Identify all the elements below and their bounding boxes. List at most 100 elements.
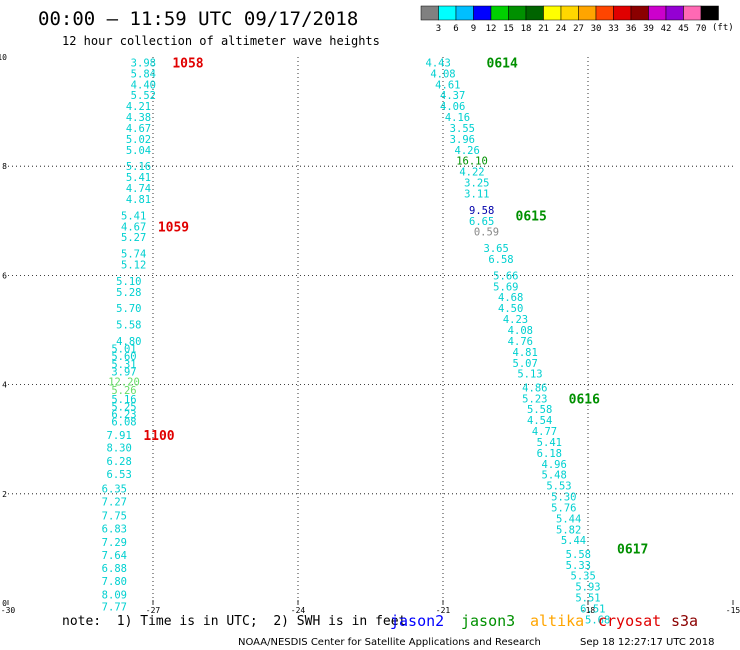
color-scale-label: 33 xyxy=(608,24,619,34)
color-scale-swatch xyxy=(490,5,509,21)
color-scale-label: 9 xyxy=(471,24,476,34)
wave-height-value: 4.21 xyxy=(126,101,151,113)
color-scale-swatch xyxy=(508,5,527,21)
wave-height-value: 3.65 xyxy=(484,243,509,255)
wave-height-value: 8.30 xyxy=(107,442,132,454)
wave-height-value: 4.67 xyxy=(121,221,146,233)
wave-height-value: 5.58 xyxy=(116,320,141,332)
wave-height-value: 4.08 xyxy=(430,68,455,80)
wave-height-value: 6.53 xyxy=(107,469,132,481)
satellite-name: jason2 xyxy=(390,612,444,630)
wave-height-value: 5.41 xyxy=(537,437,562,449)
wave-height-value: 5.10 xyxy=(116,276,141,288)
wave-height-value: 4.76 xyxy=(508,336,533,348)
wave-height-value: 3.25 xyxy=(464,178,489,190)
wave-height-value: 5.68 xyxy=(585,614,610,626)
wave-height-value: 5.35 xyxy=(571,571,596,583)
color-scale-label: 18 xyxy=(521,24,532,34)
color-scale-legend: 3 6 9 12 15 18 21 24 27 30 33 36 39 42 45 70 xyxy=(420,5,719,34)
wave-height-value: 4.67 xyxy=(126,123,151,135)
wave-height-value: 4.68 xyxy=(498,292,523,304)
color-scale-label: 42 xyxy=(661,24,672,34)
wave-height-value: 6.35 xyxy=(102,483,127,495)
color-scale-label: 45 xyxy=(678,24,689,34)
wave-height-value: 5.23 xyxy=(522,393,547,405)
wave-height-value: 4.23 xyxy=(503,314,528,326)
x-tick-label: -27 xyxy=(146,606,161,615)
color-scale-swatch xyxy=(595,5,614,21)
wave-height-value: 4.81 xyxy=(126,194,151,206)
x-tick-label: -24 xyxy=(291,606,306,615)
chart-subtitle: 12 hour collection of altimeter wave hei… xyxy=(62,34,380,48)
wave-height-value: 5.74 xyxy=(121,249,146,261)
wave-height-value: 5.66 xyxy=(493,270,518,282)
wave-height-value: 5.52 xyxy=(131,90,156,102)
wave-height-value: 6.51 xyxy=(580,603,605,615)
wave-height-value: 5.16 xyxy=(126,161,151,173)
wave-height-value: 5.30 xyxy=(551,492,576,504)
plot-axes: -30 -27 -24 -21 -18 -15 0 2 4 6 8 10 xyxy=(0,53,740,615)
wave-height-value: 5.26 xyxy=(111,385,136,397)
y-tick-label: 4 xyxy=(2,381,7,390)
wave-height-value: 4.22 xyxy=(459,167,484,179)
wave-height-value: 0.59 xyxy=(474,227,499,239)
wave-height-value: 7.91 xyxy=(107,430,132,442)
wave-height-value: 4.61 xyxy=(435,79,460,91)
wave-height-value: 6.18 xyxy=(537,448,562,460)
wave-height-value: 3.98 xyxy=(131,57,156,69)
color-scale-swatch xyxy=(455,5,474,21)
wave-height-value: 8.09 xyxy=(102,589,127,601)
color-scale-swatch xyxy=(525,5,544,21)
wave-height-value: 4.74 xyxy=(126,183,151,195)
time-label: 0615 xyxy=(516,209,547,224)
wave-height-value: 6.88 xyxy=(102,563,127,575)
wave-height-value: 6.23 xyxy=(111,409,136,421)
wave-height-value: 6.08 xyxy=(111,417,136,429)
color-scale-label: 36 xyxy=(626,24,637,34)
y-tick-label: 8 xyxy=(2,162,7,171)
wave-height-value: 5.02 xyxy=(126,134,151,146)
y-tick-label: 2 xyxy=(2,490,7,499)
time-label: 0614 xyxy=(487,56,518,71)
wave-height-value: 4.06 xyxy=(440,101,465,113)
wave-height-value: 5.07 xyxy=(513,358,538,370)
wave-height-value: 5.70 xyxy=(116,303,141,315)
wave-height-value: 5.44 xyxy=(556,513,581,525)
wave-height-value: 4.81 xyxy=(513,347,538,359)
wave-height-value: 5.13 xyxy=(517,369,542,381)
satellite-name: s3a xyxy=(671,612,698,630)
wave-height-value: 5.04 xyxy=(126,145,151,157)
color-scale-unit: (ft) xyxy=(712,23,734,33)
wave-height-value: 5.12 xyxy=(121,259,146,271)
wave-height-value: 3.11 xyxy=(464,189,489,201)
wave-height-value: 5.27 xyxy=(121,232,146,244)
x-tick-label: -30 xyxy=(1,606,16,615)
wave-height-value: 5.48 xyxy=(542,470,567,482)
wave-height-value: 4.16 xyxy=(445,112,470,124)
color-scale-label: 12 xyxy=(486,24,497,34)
color-scale-label: 39 xyxy=(643,24,654,34)
wave-height-value: 3.97 xyxy=(111,366,136,378)
color-scale-swatch xyxy=(613,5,632,21)
data-points: 3.985.844.405.524.214.384.675.025.045.16… xyxy=(102,57,611,626)
wave-height-value: 5.69 xyxy=(493,281,518,293)
wave-height-value: 6.58 xyxy=(488,254,513,266)
color-scale-swatch xyxy=(543,5,562,21)
wave-height-value: 4.86 xyxy=(522,382,547,394)
color-scale-label: 6 xyxy=(453,24,458,34)
y-tick-label: 10 xyxy=(0,53,7,62)
plot-grid xyxy=(8,57,733,603)
wave-height-value: 4.96 xyxy=(542,459,567,471)
wave-height-value: 5.93 xyxy=(575,582,600,594)
color-scale-label: 15 xyxy=(503,24,514,34)
wave-height-value: 16.10 xyxy=(456,156,488,168)
x-tick-label: -18 xyxy=(581,606,596,615)
color-scale-swatch xyxy=(700,5,719,21)
wave-height-value: 5.76 xyxy=(551,502,576,514)
color-scale-label: 3 xyxy=(436,24,441,34)
time-label: 1059 xyxy=(158,220,189,235)
wave-height-value: 7.80 xyxy=(102,576,127,588)
wave-height-value: 4.37 xyxy=(440,90,465,102)
wave-height-value: 7.64 xyxy=(102,550,127,562)
